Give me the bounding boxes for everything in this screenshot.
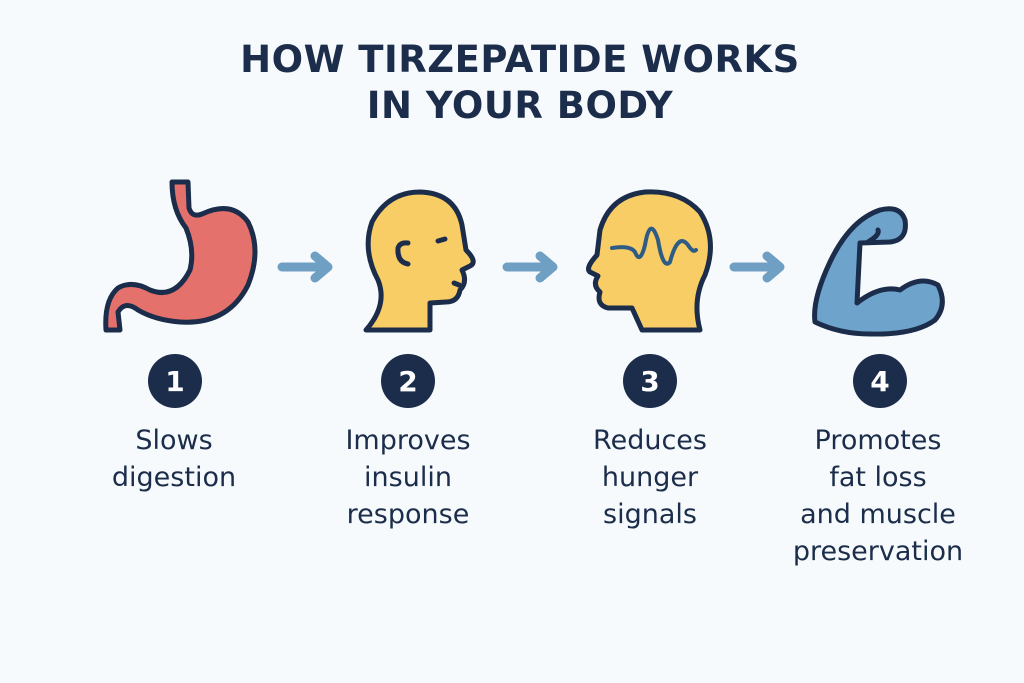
step-3-line: Reduces [593,425,707,456]
step-1-label: Slows digestion [44,422,304,496]
step-2-line: insulin [364,462,452,493]
step-3-label: Reduces hunger signals [520,422,780,533]
arrow-3-icon [729,251,785,283]
step-3-line: signals [603,499,697,530]
step-1-line: Slows [135,425,213,456]
step-4-number-badge: 4 [853,354,907,408]
arrow-2-icon [502,251,558,283]
flexed-arm-icon [812,206,945,337]
step-4-label: Promotes fat loss and muscle preservatio… [748,422,1008,570]
title-line-1: HOW TIRZEPATIDE WORKS [240,38,800,81]
step-4-line: and muscle [800,499,956,530]
stomach-icon [103,179,258,333]
arrow-1-icon [277,251,333,283]
arrows [277,251,785,283]
brain-wave-head-icon [586,189,713,333]
step-2-label: Improves insulin response [278,422,538,533]
head-profile-icon [363,189,476,333]
step-2-line: Improves [345,425,471,456]
title-line-2: IN YOUR BODY [366,84,674,127]
step-1-line: digestion [111,462,237,493]
step-3-number-badge: 3 [623,354,677,408]
step-1-number-badge: 1 [148,354,202,408]
step-3-line: hunger [601,462,699,493]
step-2-line: response [346,499,470,530]
step-4-line: fat loss [829,462,927,493]
step-4-line: preservation [792,536,964,567]
step-2-number-badge: 2 [381,354,435,408]
step-4-line: Promotes [814,425,942,456]
